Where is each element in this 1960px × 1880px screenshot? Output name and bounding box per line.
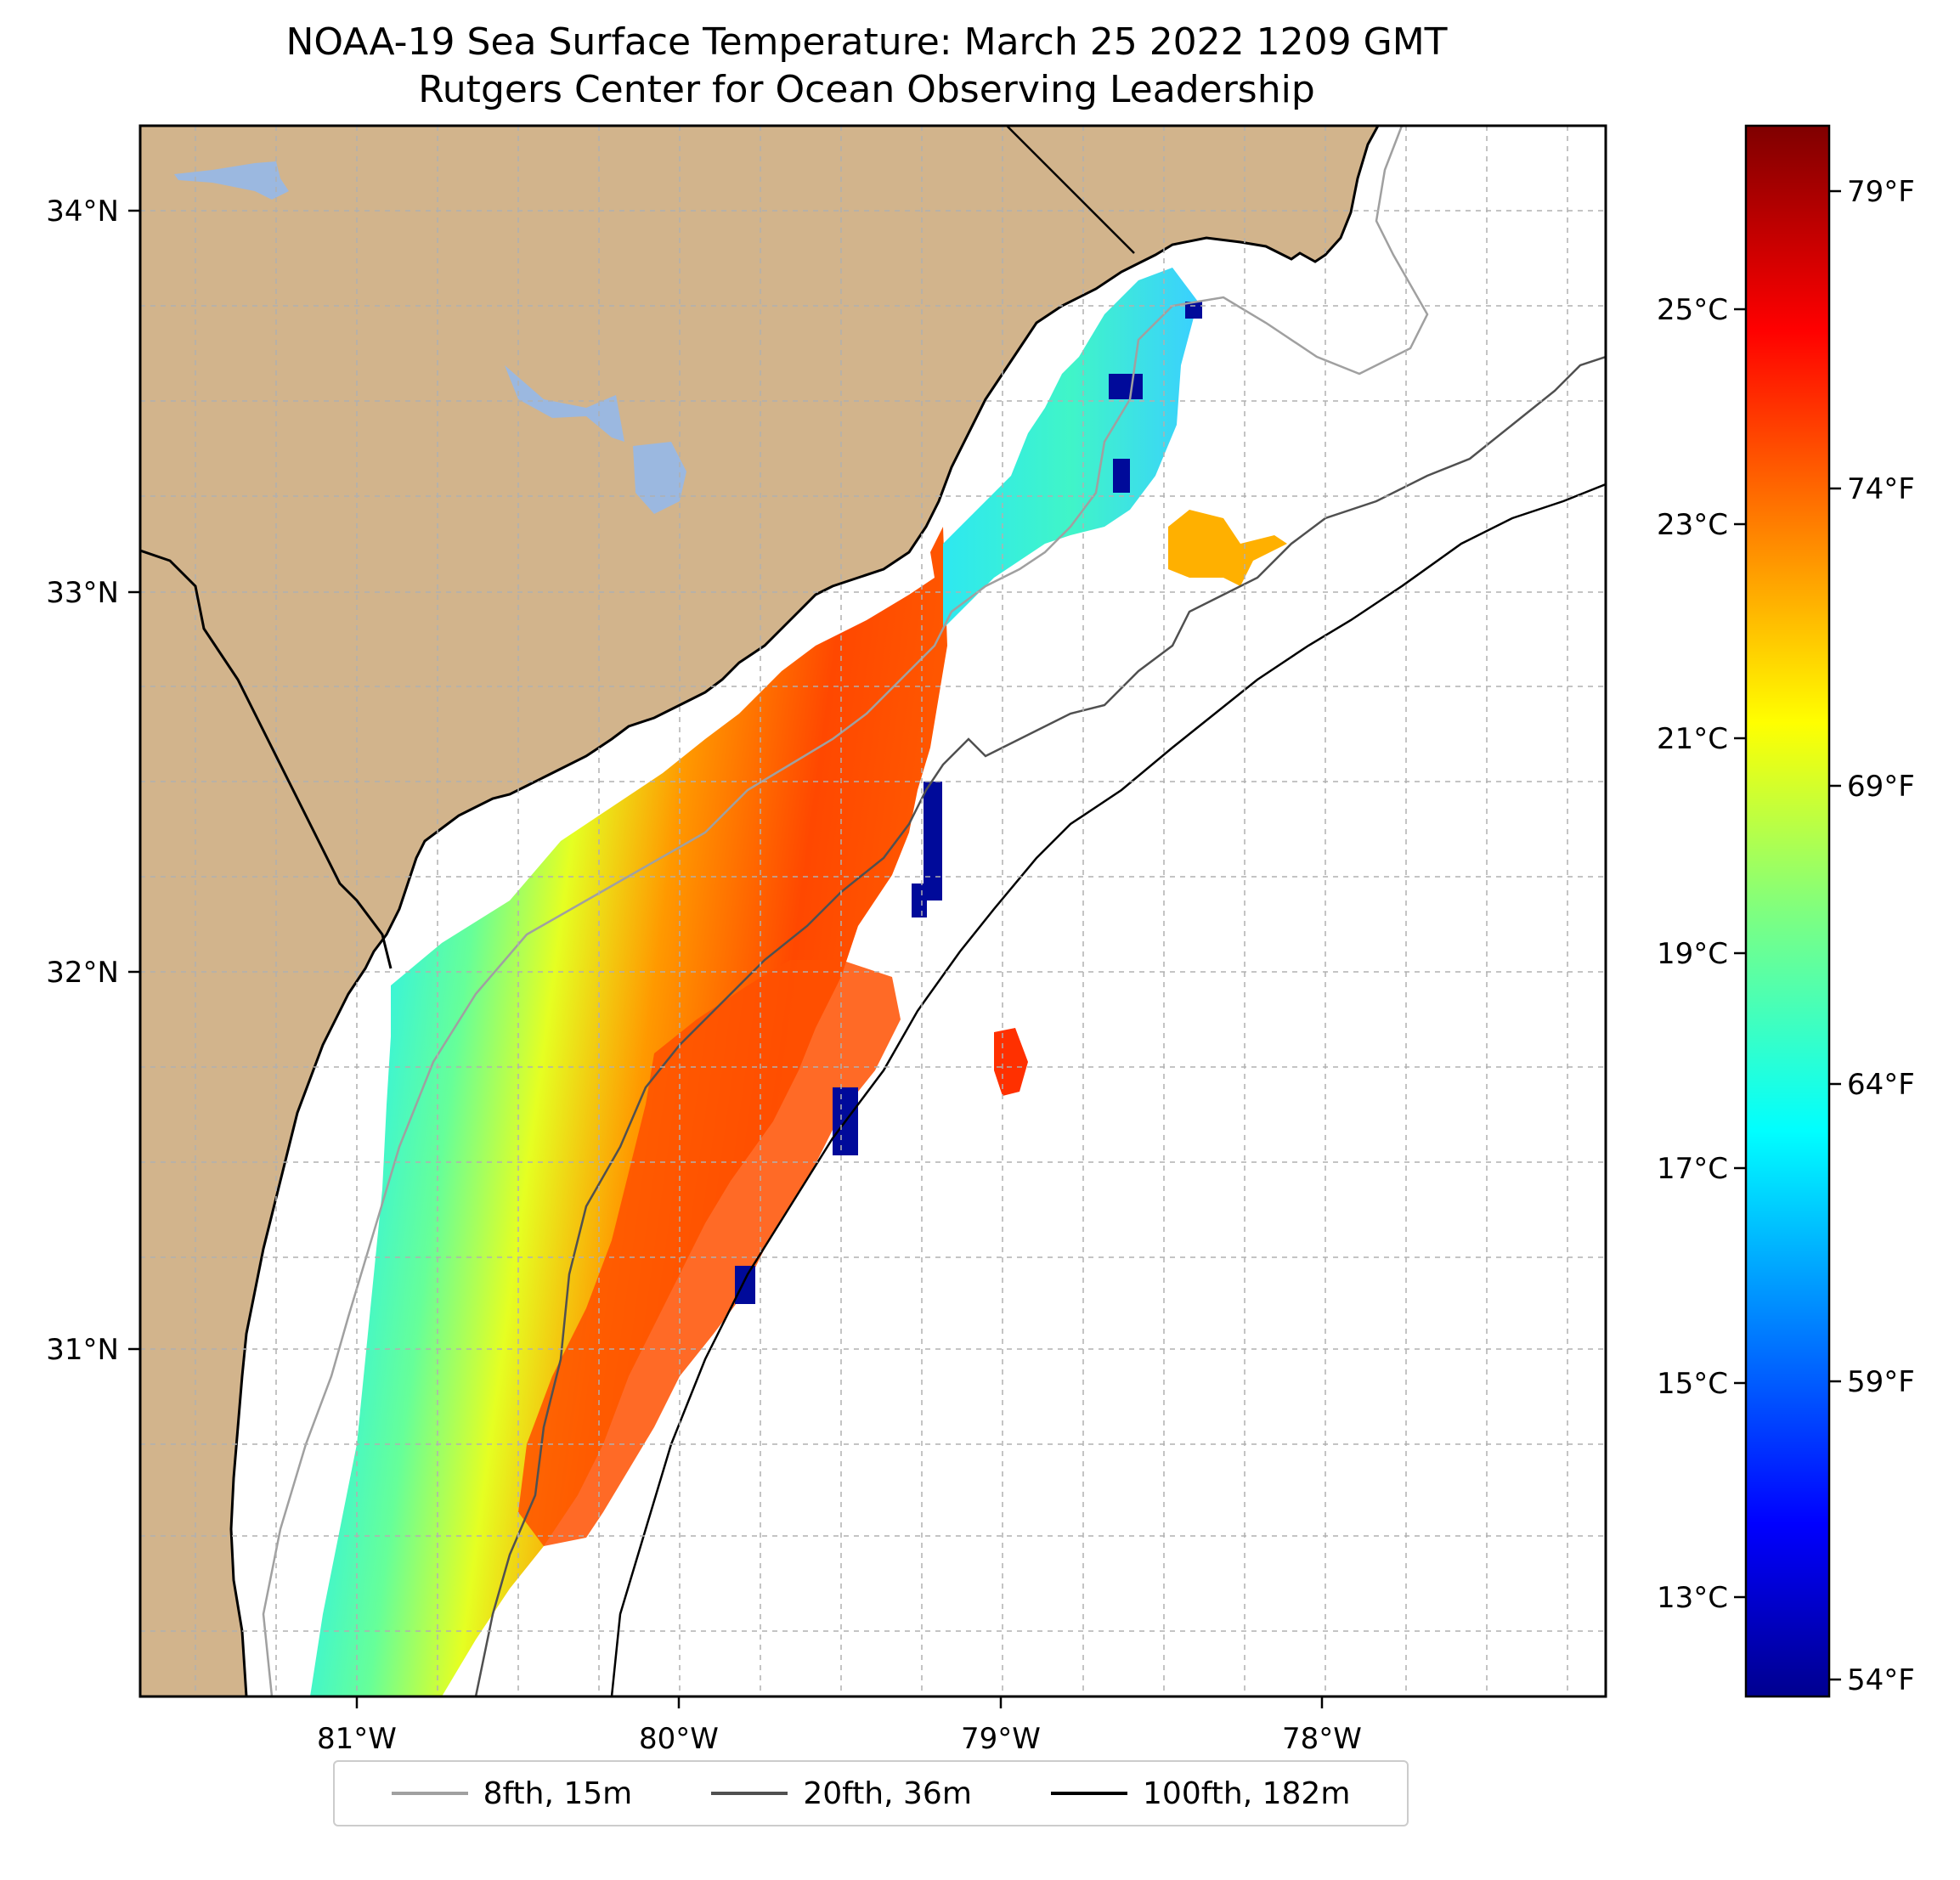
legend-swatch (1051, 1792, 1128, 1795)
colorbar-f-label: 69°F (1847, 770, 1915, 804)
lat-tick-label: 33°N (46, 576, 119, 610)
colorbar-c-label: 19°C (1657, 937, 1728, 971)
colorbar-c-label: 13°C (1657, 1581, 1728, 1615)
lat-tick-label: 31°N (46, 1333, 119, 1367)
colorbar-f-label: 79°F (1847, 175, 1915, 209)
chart-title: NOAA-19 Sea Surface Temperature: March 2… (285, 20, 1448, 64)
colorbar-c-label: 21°C (1657, 722, 1728, 756)
gridlines (140, 126, 1606, 1697)
legend-swatch (391, 1792, 468, 1795)
colorbar-c-label: 23°C (1657, 508, 1728, 542)
colorbar-c-label: 15°C (1657, 1367, 1728, 1401)
isobath-8fth (262, 126, 1429, 1697)
isobath-legend: 8fth, 15m 20fth, 36m 100fth, 182m (333, 1760, 1409, 1826)
colorbar-c-label: 17°C (1657, 1152, 1728, 1186)
lon-tick-label: 78°W (1282, 1722, 1362, 1756)
lon-tick-label: 79°W (961, 1722, 1041, 1756)
legend-item-20fth: 20fth, 36m (711, 1776, 972, 1811)
colorbar-f-label: 59°F (1847, 1365, 1915, 1399)
legend-label: 100fth, 182m (1143, 1776, 1351, 1811)
sst-swath-main (310, 527, 947, 1697)
legend-label: 20fth, 36m (803, 1776, 972, 1811)
lat-tick-label: 34°N (46, 195, 119, 229)
isobath-20fth (474, 355, 1606, 1697)
state-border-sc-ga (140, 549, 393, 969)
colorbar-f-label: 54°F (1847, 1663, 1915, 1697)
axis-ticks (128, 209, 1324, 1708)
sst-swath-north (943, 268, 1198, 629)
colorbar-ticks (1734, 189, 1841, 1681)
lat-tick-label: 32°N (46, 956, 119, 990)
lon-tick-label: 80°W (639, 1722, 719, 1756)
sst-warm-core (518, 960, 901, 1546)
legend-item-8fth: 8fth, 15m (391, 1776, 633, 1811)
colorbar-c-label: 25°C (1657, 293, 1728, 327)
lake-marion (505, 365, 624, 442)
isobath-100fth (610, 483, 1606, 1697)
colorbar-f-label: 64°F (1847, 1068, 1915, 1102)
sst-patch-east (1168, 510, 1287, 586)
colorbar (1744, 124, 1831, 1698)
state-border-nc-sc (1006, 126, 1135, 254)
map-frame (138, 124, 1607, 1698)
colorbar-f-label: 74°F (1847, 472, 1915, 506)
land (140, 126, 1380, 1697)
lake-northwest (174, 161, 289, 200)
legend-swatch (711, 1792, 788, 1795)
legend-item-100fth: 100fth, 182m (1051, 1776, 1350, 1811)
lon-tick-label: 81°W (317, 1722, 397, 1756)
legend-label: 8fth, 15m (483, 1776, 633, 1811)
chart-subtitle: Rutgers Center for Ocean Observing Leade… (418, 68, 1315, 111)
